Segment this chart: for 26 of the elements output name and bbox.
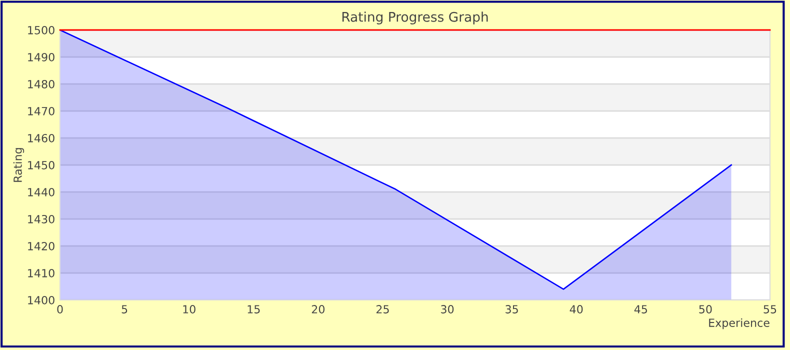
- chart-title: Rating Progress Graph: [342, 12, 488, 24]
- y-tick-label: 1490: [28, 52, 54, 62]
- x-axis-title: Experience: [709, 318, 770, 330]
- x-tick-label: 0: [57, 305, 63, 314]
- x-tick-label: 25: [376, 305, 389, 314]
- x-tick-label: 45: [634, 305, 648, 314]
- y-tick-label: 1440: [28, 188, 54, 196]
- y-tick-label: 1420: [28, 242, 54, 250]
- y-tick-label: 1410: [28, 268, 54, 278]
- x-tick-label: 10: [183, 305, 196, 314]
- y-axis-title: Rating: [13, 148, 24, 182]
- y-tick-label: 1500: [28, 26, 54, 34]
- x-tick-label: 30: [441, 305, 454, 314]
- x-tick-label: 20: [312, 305, 325, 314]
- y-tick-label: 1480: [28, 80, 54, 88]
- x-tick-label: 50: [699, 305, 712, 314]
- y-tick-label: 1450: [28, 160, 54, 170]
- x-tick-label: 15: [248, 305, 260, 314]
- y-tick-label: 1460: [28, 134, 54, 142]
- x-tick-label: 55: [764, 305, 776, 314]
- y-tick-label: 1470: [28, 106, 54, 116]
- x-tick-label: 5: [122, 305, 128, 314]
- y-tick-label: 1400: [28, 296, 54, 304]
- y-tick-label: 1430: [28, 214, 54, 224]
- x-tick-label: 35: [506, 305, 518, 314]
- x-tick-label: 40: [570, 305, 583, 314]
